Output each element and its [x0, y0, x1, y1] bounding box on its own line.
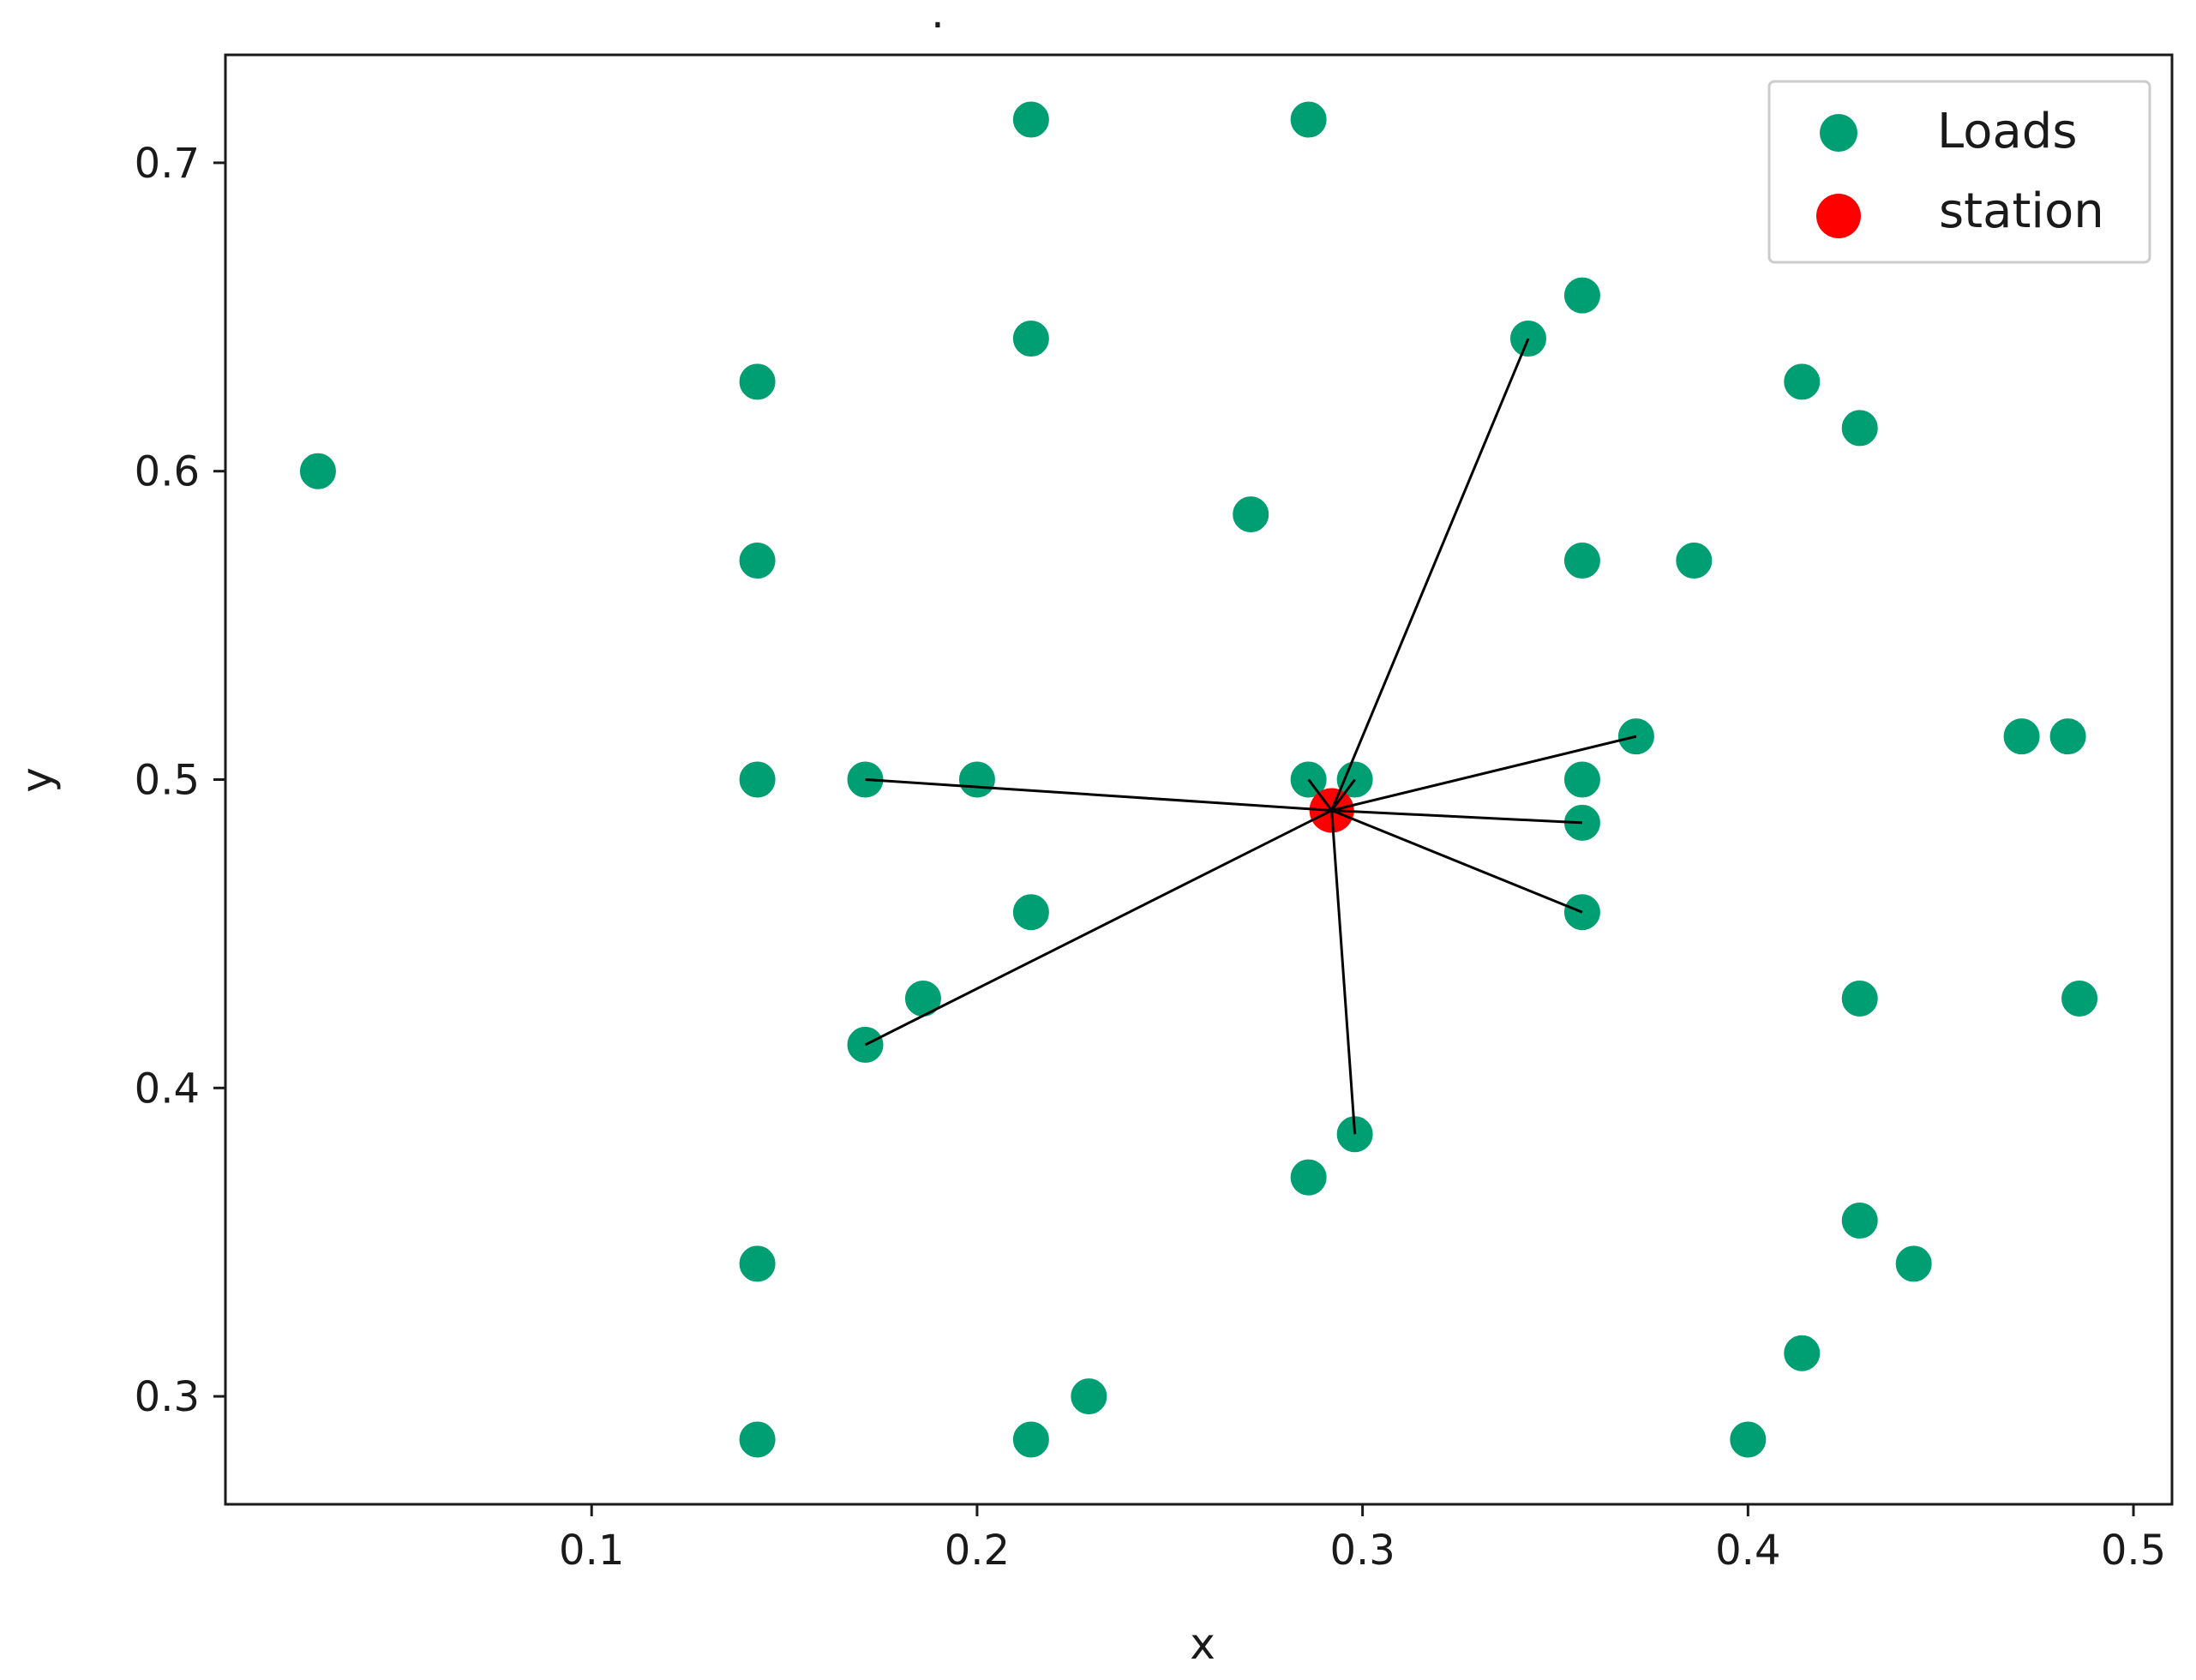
load-point-8: [297, 451, 338, 491]
x-tick-label: 0.2: [945, 1527, 1010, 1575]
connection-line-1: [1331, 735, 1637, 812]
load-point-1: [1288, 99, 1329, 140]
connection-line-5: [864, 809, 1333, 1047]
load-point-30: [1288, 1157, 1329, 1197]
load-point-33: [1893, 1244, 1934, 1284]
load-point-27: [2060, 978, 2100, 1018]
connection-line-7: [1307, 778, 1333, 812]
load-point-16: [737, 759, 777, 800]
load-point-37: [1011, 1419, 1051, 1460]
x-tick-label: 0.1: [559, 1527, 624, 1575]
y-tick-label: 0.4: [135, 1065, 200, 1113]
chart-title: .: [931, 0, 945, 38]
load-point-11: [1562, 541, 1602, 581]
load-point-4: [1011, 319, 1051, 359]
load-point-5: [737, 362, 777, 402]
load-point-14: [2001, 717, 2042, 757]
load-point-36: [737, 1419, 777, 1460]
connection-line-2: [1331, 808, 1583, 825]
load-point-2: [1562, 275, 1602, 315]
y-tick-label: 0.6: [135, 448, 200, 496]
load-point-25: [903, 978, 943, 1018]
legend-box: [1767, 80, 2151, 264]
x-axis: 0.1 0.2 0.3 0.4 0.5: [559, 1504, 2166, 1575]
x-axis-label: x: [1190, 1619, 1215, 1669]
connection-line-4: [1330, 810, 1357, 1135]
x-tick-label: 0.3: [1329, 1527, 1395, 1575]
legend-marker-loads: [1820, 114, 1857, 152]
connection-line-3: [1331, 809, 1583, 914]
load-point-23: [1011, 892, 1051, 933]
load-point-31: [1839, 1200, 1880, 1240]
y-axis: 0.3 0.4 0.5 0.6 0.7: [135, 140, 225, 1421]
load-point-15: [2048, 717, 2088, 757]
legend-label-loads: Loads: [1937, 104, 2078, 159]
load-point-18: [957, 759, 997, 800]
load-point-6: [1782, 362, 1822, 402]
connection-line-8: [1330, 778, 1356, 812]
load-point-32: [737, 1244, 777, 1284]
legend-marker-station: [1816, 194, 1861, 238]
y-tick-label: 0.3: [135, 1373, 200, 1421]
y-tick-label: 0.7: [135, 140, 200, 188]
load-point-12: [1674, 541, 1714, 581]
load-point-7: [1839, 408, 1880, 448]
y-tick-label: 0.5: [135, 757, 200, 805]
connection-line-0: [1330, 338, 1530, 812]
x-tick-label: 0.5: [2101, 1527, 2166, 1575]
legend-label-station: station: [1939, 183, 2104, 239]
load-point-26: [1839, 978, 1880, 1018]
connection-lines: [864, 338, 1637, 1135]
connection-line-6: [865, 778, 1332, 812]
load-point-10: [737, 541, 777, 581]
y-axis-label: y: [12, 767, 62, 793]
load-point-21: [1562, 759, 1602, 800]
load-point-34: [1782, 1333, 1822, 1373]
legend: Loads station: [1767, 80, 2151, 264]
x-tick-label: 0.4: [1715, 1527, 1780, 1575]
load-point-38: [1728, 1419, 1768, 1460]
load-point-0: [1011, 99, 1051, 140]
load-point-9: [1231, 495, 1271, 535]
load-point-35: [1069, 1377, 1109, 1417]
